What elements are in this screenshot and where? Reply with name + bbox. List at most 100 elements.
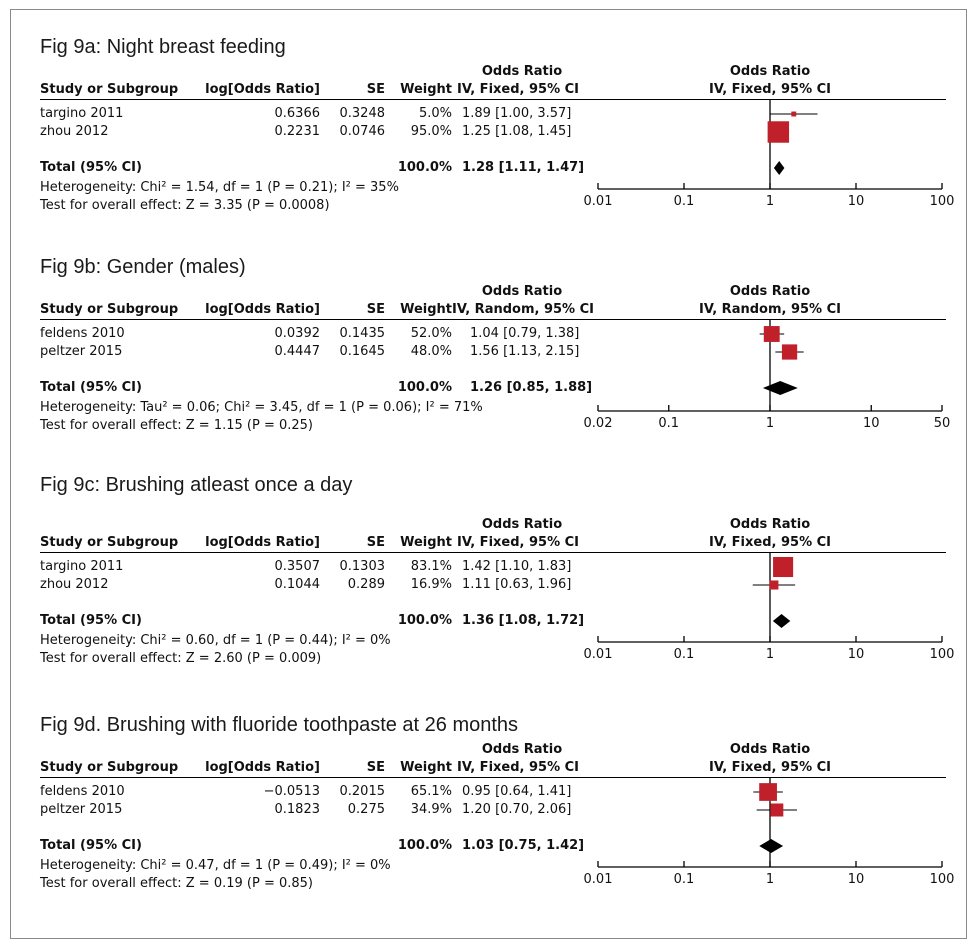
total-label: Total (95% CI) bbox=[40, 380, 142, 395]
panel-title: Fig 9c: Brushing atleast once a day bbox=[40, 474, 353, 496]
study-weight: 5.0% bbox=[418, 106, 452, 121]
study-name: targino 2011 bbox=[40, 559, 124, 574]
log-or-header: log[Odds Ratio] bbox=[205, 302, 320, 317]
x-tick-label: 0.1 bbox=[658, 416, 679, 431]
total-diamond bbox=[772, 614, 791, 628]
study-log-or: 0.3507 bbox=[274, 559, 321, 574]
overall-effect-text: Test for overall effect: Z = 1.15 (P = 0… bbox=[40, 418, 313, 433]
forest-plot: 0.02 0.1 1 10 50 bbox=[584, 320, 951, 431]
heterogeneity-text: Heterogeneity: Tau² = 0.06; Chi² = 3.45,… bbox=[40, 400, 483, 415]
study-se: 0.289 bbox=[347, 577, 385, 592]
x-tick-label: 0.02 bbox=[584, 416, 613, 431]
total-weight: 100.0% bbox=[397, 838, 452, 853]
or-column-header: Odds Ratio bbox=[481, 742, 563, 757]
study-marker bbox=[781, 344, 798, 360]
total-diamond bbox=[759, 839, 784, 853]
study-name: zhou 2012 bbox=[40, 577, 109, 592]
study-log-or: 0.1823 bbox=[274, 802, 321, 817]
plot-column-header: Odds Ratio bbox=[729, 64, 811, 79]
study-name: peltzer 2015 bbox=[40, 344, 123, 359]
study-se: 0.3248 bbox=[339, 106, 386, 121]
study-ci: 1.42 [1.10, 1.83] bbox=[462, 559, 572, 574]
study-weight: 16.9% bbox=[410, 577, 452, 592]
se-header: SE bbox=[366, 82, 385, 97]
study-weight: 52.0% bbox=[410, 326, 452, 341]
total-ci: 1.03 [0.75, 1.42] bbox=[462, 838, 585, 853]
log-or-header: log[Odds Ratio] bbox=[205, 535, 320, 550]
study-header: Study or Subgroup bbox=[40, 302, 179, 317]
forest-plot: 0.01 0.1 1 10 100 bbox=[584, 100, 954, 209]
log-or-header: log[Odds Ratio] bbox=[205, 760, 320, 775]
forest-panel-9b: Fig 9b: Gender (males) Odds Ratio Odds R… bbox=[0, 256, 978, 468]
study-header: Study or Subgroup bbox=[40, 82, 179, 97]
x-tick-label: 10 bbox=[848, 872, 865, 887]
study-ci: 1.11 [0.63, 1.96] bbox=[462, 577, 572, 592]
weight-header: Weight bbox=[400, 760, 452, 775]
total-weight: 100.0% bbox=[397, 380, 452, 395]
study-se: 0.275 bbox=[347, 802, 385, 817]
header-rule bbox=[40, 99, 946, 100]
x-tick-label: 0.01 bbox=[584, 872, 613, 887]
figure-frame bbox=[10, 9, 967, 939]
x-tick-label: 0.1 bbox=[674, 194, 695, 209]
plot-method-header: IV, Random, 95% CI bbox=[699, 302, 841, 317]
study-weight: 65.1% bbox=[410, 784, 452, 799]
x-tick-label: 100 bbox=[930, 872, 955, 887]
x-tick-label: 10 bbox=[863, 416, 880, 431]
forest-plot: 0.01 0.1 1 10 100 bbox=[584, 553, 954, 662]
heterogeneity-text: Heterogeneity: Chi² = 0.60, df = 1 (P = … bbox=[40, 633, 391, 648]
forest-plot: 0.01 0.1 1 10 100 bbox=[584, 778, 955, 887]
study-se: 0.2015 bbox=[339, 784, 386, 799]
study-weight: 83.1% bbox=[410, 559, 452, 574]
or-column-header: Odds Ratio bbox=[481, 64, 563, 79]
x-tick-label: 10 bbox=[848, 194, 865, 209]
or-method-header: IV, Fixed, 95% CI bbox=[457, 535, 580, 550]
study-se: 0.1645 bbox=[339, 344, 386, 359]
header-rule bbox=[40, 777, 946, 778]
x-tick-label: 10 bbox=[848, 647, 865, 662]
x-tick-label: 0.1 bbox=[674, 872, 695, 887]
x-tick-label: 50 bbox=[934, 416, 951, 431]
se-header: SE bbox=[366, 302, 385, 317]
study-marker bbox=[763, 326, 780, 342]
weight-header: Weight bbox=[400, 302, 452, 317]
panel-title: Fig 9b: Gender (males) bbox=[40, 256, 246, 278]
study-log-or: 0.4447 bbox=[274, 344, 321, 359]
total-ci: 1.26 [0.85, 1.88] bbox=[470, 380, 593, 395]
study-marker bbox=[791, 111, 797, 117]
total-diamond bbox=[773, 161, 785, 175]
study-log-or: 0.0392 bbox=[274, 326, 321, 341]
study-marker bbox=[759, 783, 777, 801]
study-name: feldens 2010 bbox=[40, 326, 125, 341]
panel-title: Fig 9a: Night breast feeding bbox=[40, 36, 286, 58]
forest-panel-9a: Fig 9a: Night breast feeding Odds Ratio … bbox=[0, 36, 978, 248]
panel-title: Fig 9d. Brushing with fluoride toothpast… bbox=[40, 714, 519, 736]
or-method-header: IV, Fixed, 95% CI bbox=[457, 760, 580, 775]
study-ci: 1.20 [0.70, 2.06] bbox=[462, 802, 572, 817]
study-name: zhou 2012 bbox=[40, 124, 109, 139]
study-marker bbox=[767, 121, 790, 143]
study-se: 0.0746 bbox=[339, 124, 386, 139]
plot-method-header: IV, Fixed, 95% CI bbox=[708, 82, 831, 97]
total-ci: 1.28 [1.11, 1.47] bbox=[462, 160, 585, 175]
log-or-header: log[Odds Ratio] bbox=[205, 82, 320, 97]
x-tick-label: 1 bbox=[766, 872, 774, 887]
study-header: Study or Subgroup bbox=[40, 760, 179, 775]
study-se: 0.1435 bbox=[339, 326, 386, 341]
overall-effect-text: Test for overall effect: Z = 2.60 (P = 0… bbox=[40, 651, 322, 666]
plot-method-header: IV, Fixed, 95% CI bbox=[708, 760, 831, 775]
or-method-header: IV, Random, 95% CI bbox=[452, 302, 594, 317]
or-column-header: Odds Ratio bbox=[481, 284, 563, 299]
study-header: Study or Subgroup bbox=[40, 535, 179, 550]
plot-column-header: Odds Ratio bbox=[729, 284, 811, 299]
x-tick-label: 1 bbox=[766, 416, 774, 431]
total-ci: 1.36 [1.08, 1.72] bbox=[462, 613, 585, 628]
study-se: 0.1303 bbox=[339, 559, 386, 574]
study-ci: 0.95 [0.64, 1.41] bbox=[462, 784, 572, 799]
total-label: Total (95% CI) bbox=[40, 613, 142, 628]
overall-effect-text: Test for overall effect: Z = 0.19 (P = 0… bbox=[40, 876, 313, 891]
forest-panel-9d: Fig 9d. Brushing with fluoride toothpast… bbox=[0, 714, 978, 926]
total-label: Total (95% CI) bbox=[40, 838, 142, 853]
or-method-header: IV, Fixed, 95% CI bbox=[457, 82, 580, 97]
x-tick-label: 1 bbox=[766, 194, 774, 209]
